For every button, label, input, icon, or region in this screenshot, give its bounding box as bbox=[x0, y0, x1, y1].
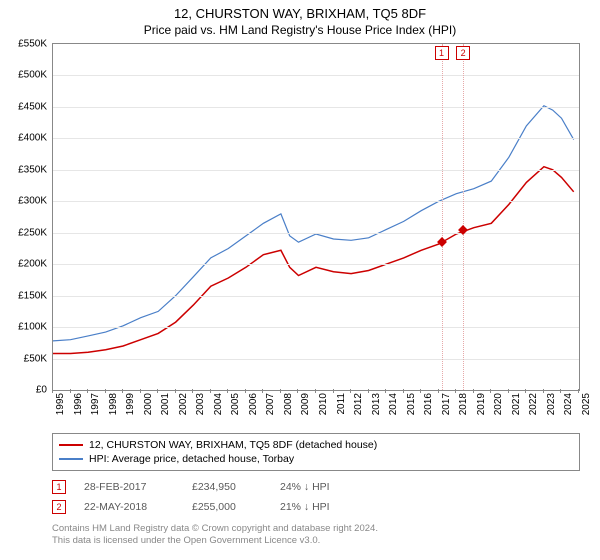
y-tick-label: £100K bbox=[18, 322, 47, 333]
sales-row-date: 28-FEB-2017 bbox=[84, 481, 174, 493]
x-tick-label: 2017 bbox=[441, 393, 452, 415]
y-tick-label: £400K bbox=[18, 133, 47, 144]
sale-marker-vline bbox=[442, 44, 443, 390]
chart-plot-area: £0£50K£100K£150K£200K£250K£300K£350K£400… bbox=[52, 43, 580, 391]
x-tick-label: 2008 bbox=[283, 393, 294, 415]
x-tick-label: 1997 bbox=[90, 393, 101, 415]
x-tick-label: 2001 bbox=[160, 393, 171, 415]
y-tick-label: £250K bbox=[18, 227, 47, 238]
chart-subtitle: Price paid vs. HM Land Registry's House … bbox=[12, 23, 588, 37]
y-tick-label: £550K bbox=[18, 39, 47, 50]
sales-row-badge: 1 bbox=[52, 480, 66, 494]
y-tick-label: £300K bbox=[18, 196, 47, 207]
x-tick-label: 2018 bbox=[458, 393, 469, 415]
sales-row: 2 22-MAY-2018 £255,000 21% ↓ HPI bbox=[52, 497, 580, 517]
x-tick-label: 2024 bbox=[563, 393, 574, 415]
legend-label: 12, CHURSTON WAY, BRIXHAM, TQ5 8DF (deta… bbox=[89, 439, 377, 451]
legend-box: 12, CHURSTON WAY, BRIXHAM, TQ5 8DF (deta… bbox=[52, 433, 580, 471]
x-tick-label: 2022 bbox=[528, 393, 539, 415]
y-tick-label: £500K bbox=[18, 70, 47, 81]
x-tick-label: 2003 bbox=[195, 393, 206, 415]
x-tick-label: 1995 bbox=[55, 393, 66, 415]
y-tick-label: £450K bbox=[18, 101, 47, 112]
x-axis-labels: 1995 1996 1997 1998 1999 2000 2001 2002 2003 2004… bbox=[52, 393, 580, 433]
sale-marker-badge: 1 bbox=[435, 46, 449, 60]
x-tick-label: 2015 bbox=[406, 393, 417, 415]
sales-row-badge: 2 bbox=[52, 500, 66, 514]
x-tick-label: 2014 bbox=[388, 393, 399, 415]
y-axis-labels: £0£50K£100K£150K£200K£250K£300K£350K£400… bbox=[9, 44, 49, 390]
y-tick-label: £150K bbox=[18, 290, 47, 301]
legend-swatch bbox=[59, 444, 83, 446]
x-tick-label: 2020 bbox=[493, 393, 504, 415]
chart-title: 12, CHURSTON WAY, BRIXHAM, TQ5 8DF bbox=[12, 6, 588, 21]
footnote: Contains HM Land Registry data © Crown c… bbox=[52, 523, 580, 548]
x-tick-label: 1996 bbox=[73, 393, 84, 415]
x-tick-label: 2006 bbox=[248, 393, 259, 415]
x-tick-label: 2000 bbox=[143, 393, 154, 415]
x-tick-label: 2013 bbox=[371, 393, 382, 415]
x-tick-label: 2016 bbox=[423, 393, 434, 415]
sales-row-date: 22-MAY-2018 bbox=[84, 501, 174, 513]
x-tick-label: 1999 bbox=[125, 393, 136, 415]
sales-row-delta: 24% ↓ HPI bbox=[280, 481, 330, 493]
chart-lines bbox=[53, 44, 579, 390]
footnote-line: Contains HM Land Registry data © Crown c… bbox=[52, 523, 580, 535]
sale-marker-vline bbox=[463, 44, 464, 390]
series-line-hpi bbox=[53, 106, 574, 341]
sales-row-price: £255,000 bbox=[192, 501, 262, 513]
x-tick-label: 2004 bbox=[213, 393, 224, 415]
x-tick-label: 2025 bbox=[581, 393, 592, 415]
sales-table: 1 28-FEB-2017 £234,950 24% ↓ HPI 2 22-MAY-201… bbox=[52, 477, 580, 517]
legend-item: 12, CHURSTON WAY, BRIXHAM, TQ5 8DF (deta… bbox=[59, 438, 573, 452]
x-tick-label: 2010 bbox=[318, 393, 329, 415]
x-tick-label: 2021 bbox=[511, 393, 522, 415]
x-tick-label: 2009 bbox=[300, 393, 311, 415]
x-tick-label: 2005 bbox=[230, 393, 241, 415]
x-tick-label: 2023 bbox=[546, 393, 557, 415]
x-tick-label: 1998 bbox=[108, 393, 119, 415]
legend-swatch bbox=[59, 458, 83, 460]
legend-item: HPI: Average price, detached house, Torb… bbox=[59, 452, 573, 466]
y-tick-label: £350K bbox=[18, 164, 47, 175]
sales-row-delta: 21% ↓ HPI bbox=[280, 501, 330, 513]
sales-row-price: £234,950 bbox=[192, 481, 262, 493]
series-line-property bbox=[53, 167, 574, 354]
footnote-line: This data is licensed under the Open Gov… bbox=[52, 535, 580, 547]
x-tick-label: 2012 bbox=[353, 393, 364, 415]
x-tick-label: 2011 bbox=[336, 393, 347, 415]
y-tick-label: £0 bbox=[36, 385, 47, 396]
x-tick-label: 2019 bbox=[476, 393, 487, 415]
sales-row: 1 28-FEB-2017 £234,950 24% ↓ HPI bbox=[52, 477, 580, 497]
y-tick-label: £50K bbox=[24, 353, 47, 364]
x-tick-label: 2002 bbox=[178, 393, 189, 415]
legend-label: HPI: Average price, detached house, Torb… bbox=[89, 453, 294, 465]
y-tick-label: £200K bbox=[18, 259, 47, 270]
x-tick-label: 2007 bbox=[265, 393, 276, 415]
sale-marker-badge: 2 bbox=[456, 46, 470, 60]
